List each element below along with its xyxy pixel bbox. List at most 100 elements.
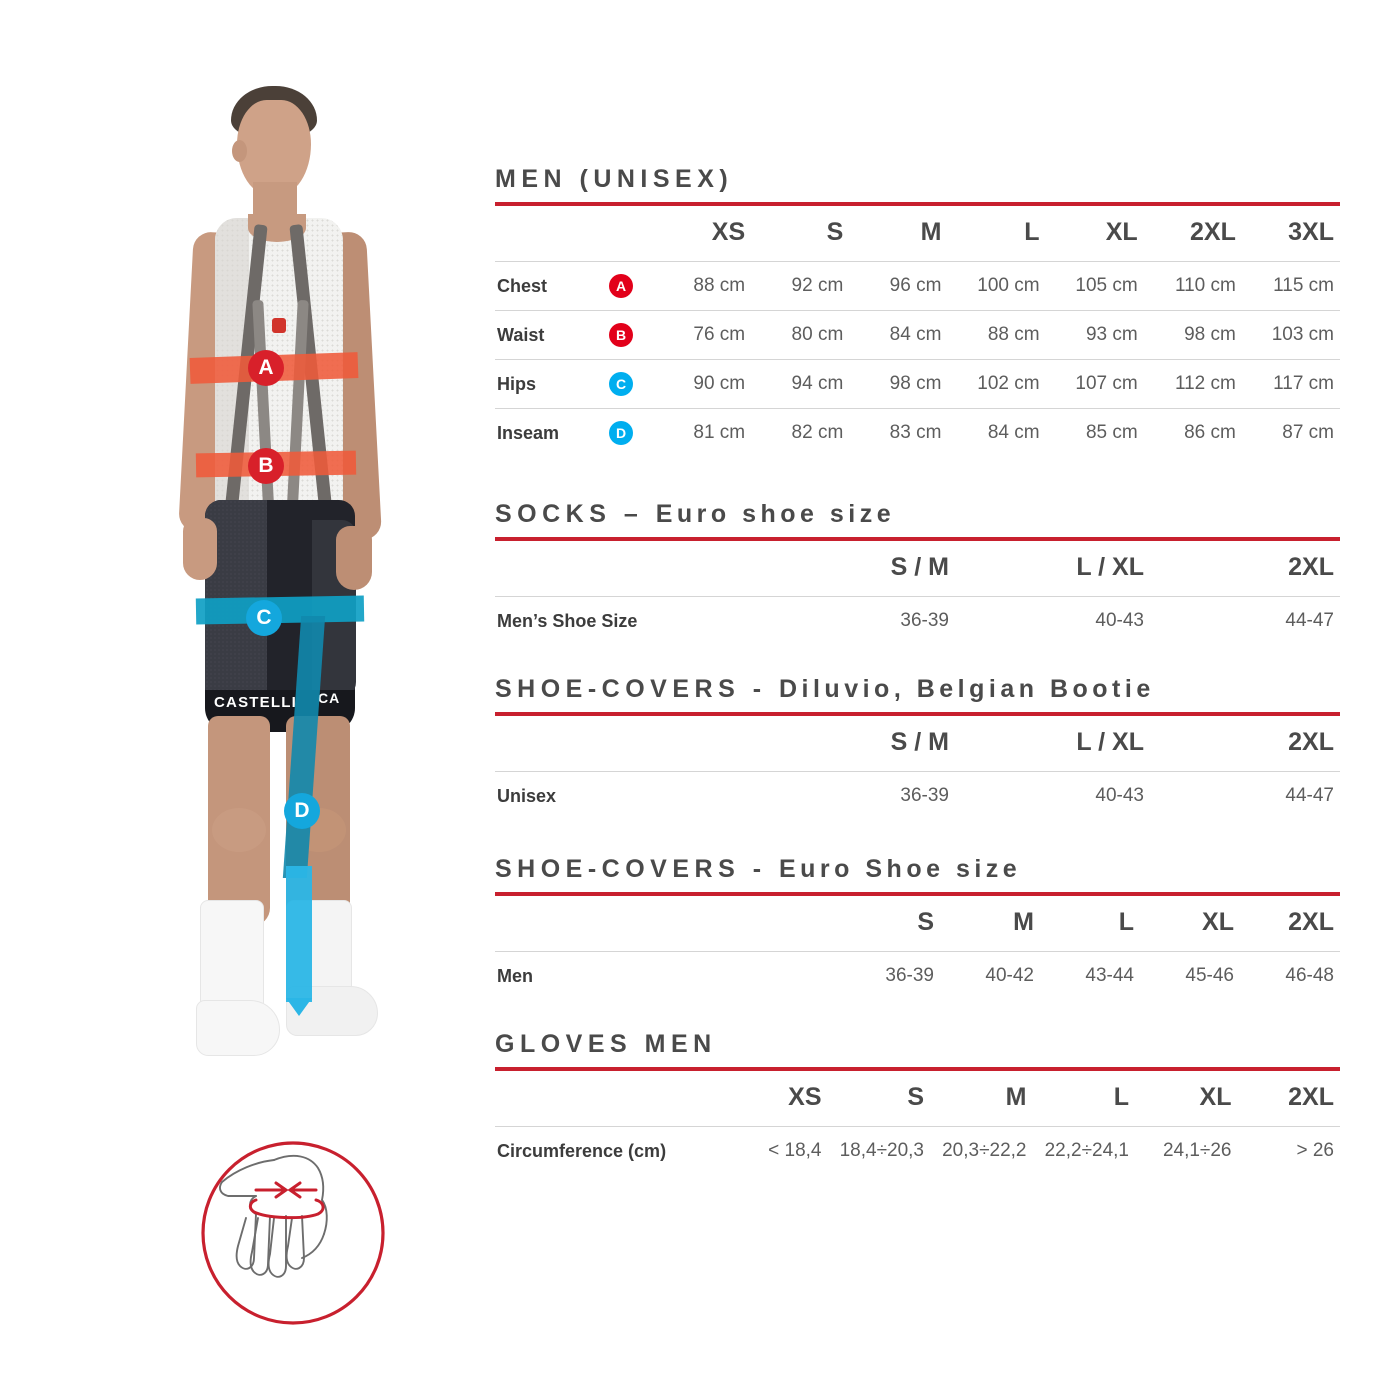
model-head	[237, 100, 311, 196]
section-socks: SOCKS – Euro shoe size S / M L / XL 2XL …	[495, 500, 1340, 645]
cell-inseam-s: 82 cm	[791, 422, 844, 443]
table-row: Men 36-39 40-42 43-44 45-46 46-48	[495, 951, 1340, 1001]
table-header-row: XS S M L XL 2XL	[495, 1071, 1340, 1127]
castelli-scorpion-logo	[272, 318, 286, 333]
cell-sce-xl: 45-46	[1185, 965, 1234, 986]
cell-gloves-l: 22,2÷24,1	[1044, 1140, 1129, 1161]
table-socks: S / M L / XL 2XL Men’s Shoe Size 36-39 4…	[495, 541, 1340, 645]
cell-hips-xl: 107 cm	[1075, 373, 1138, 394]
section-rule-red	[495, 892, 1340, 896]
row-label-chest: Chest	[497, 275, 548, 296]
cell-inseam-3xl: 87 cm	[1282, 422, 1334, 443]
col-header-sm: S / M	[890, 553, 949, 581]
cell-hips-m: 98 cm	[889, 373, 942, 394]
cell-inseam-xl: 85 cm	[1085, 422, 1138, 443]
cell-waist-m: 84 cm	[889, 324, 942, 345]
model-left-sock	[200, 900, 264, 1008]
section-title-gloves-men: GLOVES MEN	[495, 1030, 717, 1058]
table-row: Waist B 76 cm 80 cm 84 cm 88 cm 93 cm 98…	[495, 310, 1340, 360]
table-row: Inseam D 81 cm 82 cm 83 cm 84 cm 85 cm 8…	[495, 408, 1340, 458]
col-header-m: M	[1005, 1083, 1027, 1111]
col-header-xl: XL	[1202, 908, 1234, 936]
section-title-socks-bold: SOCKS –	[495, 500, 656, 528]
row-label-unisex: Unisex	[497, 785, 557, 806]
section-rule-red	[495, 537, 1340, 541]
col-header-2xl: 2XL	[1288, 553, 1334, 581]
section-shoe-covers-euro: SHOE-COVERS - Euro Shoe size S M L XL 2X…	[495, 855, 1340, 1000]
col-header-lxl: L / XL	[1076, 553, 1144, 581]
col-header-l: L	[1024, 218, 1040, 246]
header-blank-label	[495, 716, 760, 772]
cell-waist-xl: 93 cm	[1085, 324, 1138, 345]
cell-chest-xs: 88 cm	[693, 275, 746, 296]
section-men-unisex: MEN (UNISEX) XS S M L XL 2XL 3XL Chest A…	[495, 165, 1340, 457]
cell-inseam-m: 83 cm	[889, 422, 942, 443]
section-gloves-men: GLOVES MEN XS S M L XL 2XL Circumference…	[495, 1030, 1340, 1175]
cell-chest-m: 96 cm	[889, 275, 942, 296]
cell-waist-l: 88 cm	[987, 324, 1040, 345]
col-header-2xl: 2XL	[1288, 908, 1334, 936]
hand-circumference-icon	[201, 1141, 385, 1325]
cell-waist-xs: 76 cm	[693, 324, 746, 345]
row-badge-cell: A	[603, 262, 653, 311]
marker-d-inseam: D	[284, 793, 320, 829]
row-label-men: Men	[497, 965, 533, 986]
section-rule-red	[495, 1067, 1340, 1071]
table-row: Unisex 36-39 40-43 44-47	[495, 771, 1340, 821]
col-header-3xl: 3XL	[1288, 218, 1334, 246]
table-header-row: XS S M L XL 2XL 3XL	[495, 206, 1340, 262]
header-blank-label	[495, 541, 760, 597]
cell-inseam-l: 84 cm	[987, 422, 1040, 443]
col-header-xl: XL	[1105, 218, 1138, 246]
cell-waist-2xl: 98 cm	[1184, 324, 1236, 345]
row-badge-cell: B	[603, 311, 653, 360]
table-men-unisex: XS S M L XL 2XL 3XL Chest A 88 cm 92 cm …	[495, 206, 1340, 457]
section-rule-red	[495, 712, 1340, 716]
cell-sc-sm: 36-39	[900, 785, 949, 806]
col-header-m: M	[920, 218, 942, 246]
col-header-xs: XS	[788, 1083, 822, 1111]
cell-chest-3xl: 115 cm	[1273, 275, 1334, 296]
table-row: Men’s Shoe Size 36-39 40-43 44-47	[495, 596, 1340, 646]
model-left-hand	[183, 518, 217, 580]
cell-chest-xl: 105 cm	[1075, 275, 1138, 296]
size-chart-tables: MEN (UNISEX) XS S M L XL 2XL 3XL Chest A…	[495, 0, 1340, 1400]
model-ear	[232, 140, 247, 162]
marker-c-hips: C	[246, 600, 282, 636]
cell-sce-l: 43-44	[1085, 965, 1134, 986]
cell-sc-2xl: 44-47	[1285, 785, 1334, 806]
section-title-sc-thin: Diluvio, Belgian Bootie	[778, 675, 1155, 703]
badge-a: A	[609, 274, 633, 298]
model-illustration-panel: CASTELLI CA A B C D	[0, 0, 480, 1400]
col-header-2xl: 2XL	[1288, 728, 1334, 756]
section-title-socks: SOCKS – Euro shoe size	[495, 500, 1340, 529]
row-label-circumference: Circumference (cm)	[497, 1140, 667, 1161]
row-label-waist: Waist	[497, 324, 545, 345]
row-label-mens-shoe-size: Men’s Shoe Size	[497, 610, 638, 631]
cell-waist-3xl: 103 cm	[1271, 324, 1334, 345]
col-header-l: L	[1118, 908, 1134, 936]
cell-chest-s: 92 cm	[791, 275, 844, 296]
section-title-sce-bold: SHOE-COVERS -	[495, 855, 779, 883]
measure-band-inseam-lower	[286, 866, 312, 1002]
badge-c: C	[609, 372, 633, 396]
castelli-wordmark-right: CA	[318, 690, 341, 706]
col-header-xl: XL	[1199, 1083, 1232, 1111]
cell-chest-2xl: 110 cm	[1174, 275, 1236, 296]
cell-chest-l: 100 cm	[977, 275, 1040, 296]
row-label-hips: Hips	[497, 373, 537, 394]
cell-socks-2xl: 44-47	[1285, 610, 1334, 631]
cell-sc-lxl: 40-43	[1095, 785, 1144, 806]
cell-gloves-xs: < 18,4	[768, 1140, 822, 1161]
col-header-sm: S / M	[890, 728, 949, 756]
header-blank-badge	[603, 206, 653, 262]
header-blank-label	[495, 206, 603, 262]
cell-hips-l: 102 cm	[977, 373, 1040, 394]
cell-inseam-2xl: 86 cm	[1184, 422, 1236, 443]
cell-hips-2xl: 112 cm	[1174, 373, 1236, 394]
table-shoe-covers-diluvio: S / M L / XL 2XL Unisex 36-39 40-43 44-4…	[495, 716, 1340, 820]
col-header-s: S	[907, 1083, 924, 1111]
cell-gloves-2xl: > 26	[1296, 1140, 1334, 1161]
header-blank-label	[495, 896, 840, 952]
row-label-inseam: Inseam	[497, 422, 560, 443]
